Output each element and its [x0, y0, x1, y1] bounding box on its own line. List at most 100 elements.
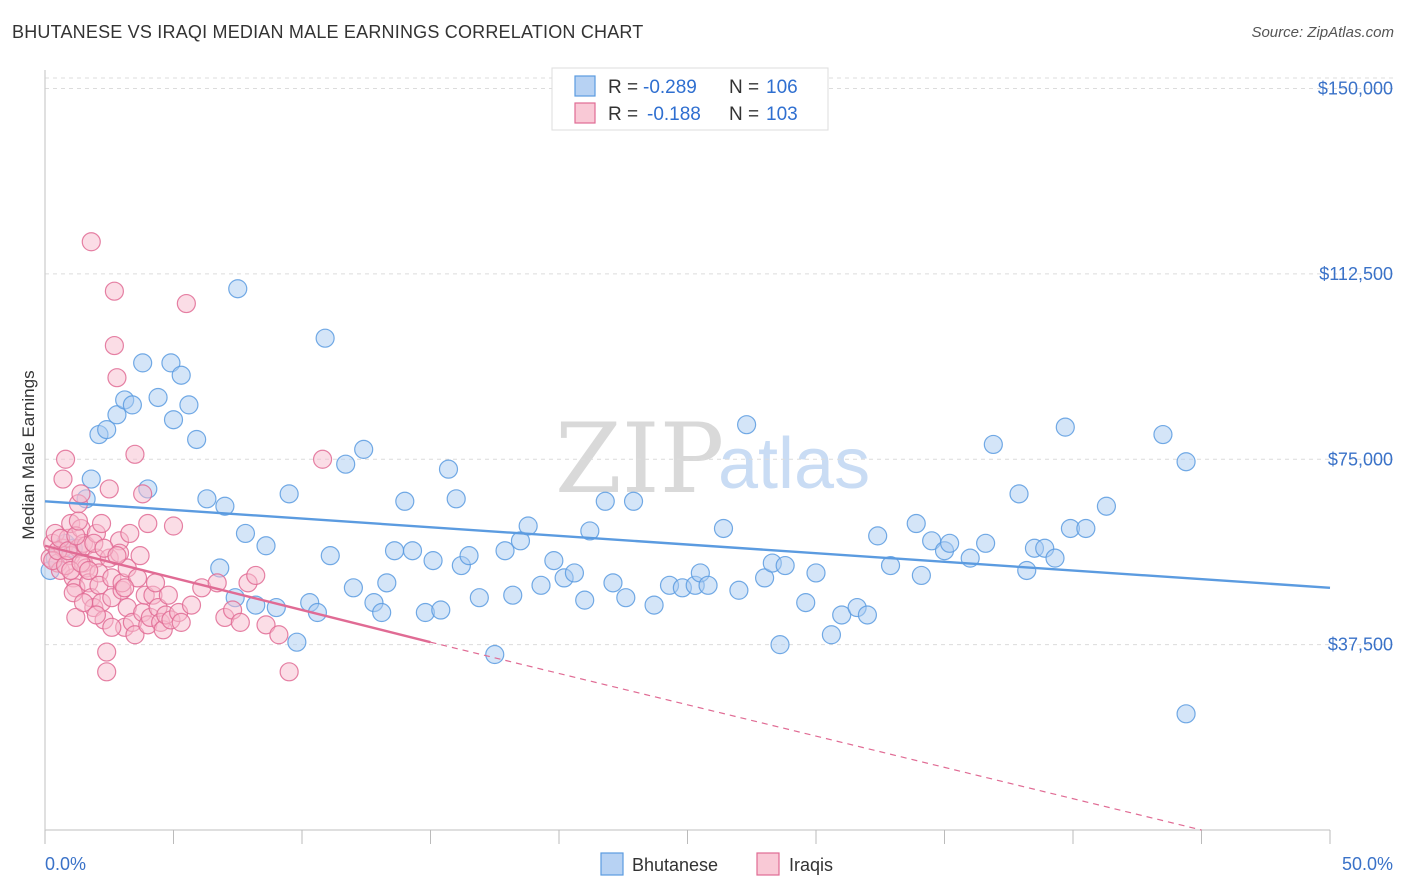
bhutanese-point	[868, 526, 888, 546]
y-tick-label: $150,000	[1318, 79, 1393, 99]
bottom-legend-swatch-bhutanese	[600, 852, 624, 876]
iraqi-point	[107, 368, 127, 388]
bhutanese-point	[107, 405, 127, 425]
iraqi-point	[79, 560, 99, 581]
y-tick-label: $37,500	[1328, 635, 1393, 655]
bhutanese-point	[770, 635, 790, 655]
legend-r-label-2: R =	[608, 104, 638, 125]
bhutanese-point	[423, 551, 443, 571]
bhutanese-point	[320, 546, 340, 566]
y-tick-label: $75,000	[1328, 449, 1393, 469]
iraqi-point	[130, 546, 150, 566]
bhutanese-point	[235, 523, 256, 544]
bhutanese-point	[459, 546, 479, 566]
iraqi-point	[66, 607, 86, 628]
iraqi-point	[91, 513, 112, 534]
bhutanese-point	[384, 541, 405, 561]
bhutanese-point	[438, 459, 459, 479]
iraqi-point	[181, 595, 202, 615]
bhutanese-point	[564, 563, 585, 583]
bhutanese-point	[857, 605, 878, 625]
legend-n-value-1: 106	[766, 77, 798, 98]
bhutanese-point	[713, 518, 734, 539]
bhutanese-point	[976, 533, 996, 553]
legend-n-label-1: N =	[729, 77, 759, 98]
bhutanese-point	[215, 496, 235, 516]
watermark-atlas: atlas	[718, 424, 870, 504]
bhutanese-point	[1045, 548, 1065, 568]
bhutanese-point	[796, 593, 816, 613]
legend-r-value-1: -0.289	[643, 77, 697, 98]
bhutanese-point	[940, 533, 960, 553]
bhutanese-point	[1176, 452, 1196, 472]
bhutanese-point	[1096, 496, 1117, 516]
bhutanese-point	[531, 575, 551, 595]
iraqi-point	[279, 662, 299, 682]
bhutanese-point	[495, 541, 515, 561]
bhutanese-point	[402, 541, 423, 561]
bhutanese-point	[469, 588, 489, 608]
bhutanese-point	[1176, 704, 1196, 724]
bhutanese-point	[133, 353, 153, 373]
iraqi-point	[99, 479, 119, 499]
bhutanese-point	[623, 491, 644, 511]
bhutanese-point	[179, 395, 199, 415]
gridlines	[45, 77, 1395, 646]
bhutanese-point	[580, 521, 600, 541]
bhutanese-point	[372, 602, 392, 623]
iraqi-point	[133, 484, 153, 504]
bhutanese-point	[354, 439, 374, 459]
series-iraqis-points	[40, 232, 333, 682]
bhutanese-point	[395, 491, 415, 511]
iraqi-point	[120, 523, 140, 544]
iraqi-trend-line	[44, 544, 431, 644]
bhutanese-point	[544, 551, 564, 571]
bhutanese-point	[806, 563, 826, 583]
iraqi-point	[256, 615, 276, 635]
bhutanese-point	[906, 513, 926, 534]
iraqi-point	[68, 511, 89, 531]
legend-swatch-iraqis	[574, 102, 596, 124]
bhutanese-point	[197, 489, 217, 509]
iraqi-point	[312, 449, 333, 469]
bottom-legend-swatch-iraqis	[756, 852, 780, 876]
legend-r-value-2: -0.188	[647, 104, 701, 125]
iraqi-point	[158, 585, 178, 605]
bhutanese-point	[343, 578, 363, 598]
legend-n-value-2: 103	[766, 104, 798, 125]
bottom-legend-label-bhutanese: Bhutanese	[632, 855, 718, 875]
legend-n-label-2: N =	[729, 104, 759, 125]
iraqi-point	[97, 642, 117, 662]
iraqi-point	[125, 625, 145, 645]
y-tick-label: $112,500	[1319, 264, 1393, 284]
y-axis-label: Median Male Earnings	[19, 370, 38, 539]
bhutanese-point	[163, 410, 184, 430]
bhutanese-point	[97, 420, 117, 440]
bhutanese-point	[1017, 560, 1037, 581]
axes: $37,500 $75,000 $112,500 $150,000 0.0% 50.0%	[44, 70, 1393, 874]
bhutanese-point	[575, 590, 595, 610]
iraqi-point	[176, 293, 196, 314]
bhutanese-point	[880, 555, 901, 576]
bhutanese-point	[161, 353, 181, 373]
iraqi-point	[55, 449, 76, 469]
iraqi-trend-line-extension	[430, 641, 1202, 831]
bhutanese-point	[503, 585, 523, 605]
iraqi-point	[97, 662, 117, 682]
bhutanese-point	[81, 469, 101, 489]
x-tick-label: 0.0%	[45, 854, 86, 874]
bhutanese-point	[287, 632, 307, 652]
bhutanese-point	[729, 580, 749, 600]
iraqi-point	[125, 444, 145, 464]
bhutanese-point	[1076, 518, 1096, 539]
iraqi-point	[71, 484, 91, 504]
trend-lines	[44, 500, 1331, 831]
bhutanese-point	[698, 575, 718, 595]
iraqi-point	[269, 625, 289, 645]
bhutanese-point	[1153, 424, 1173, 445]
bhutanese-point	[510, 531, 531, 551]
bhutanese-point	[228, 279, 248, 299]
iraqi-point	[138, 513, 158, 534]
iraqi-point	[102, 617, 122, 637]
iraqi-point	[115, 578, 135, 598]
